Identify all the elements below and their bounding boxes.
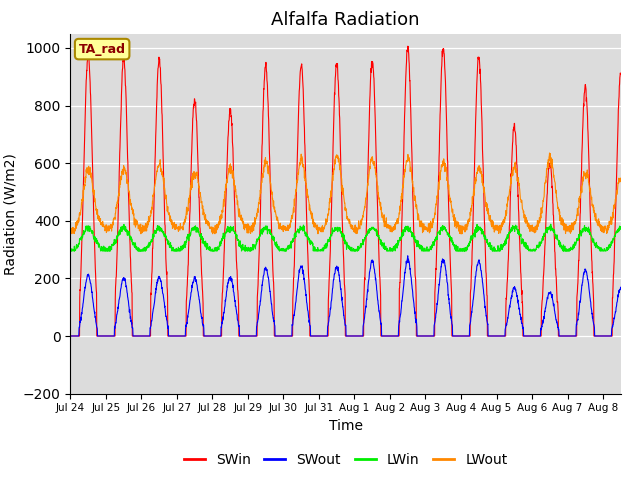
LWin: [67, 248, 74, 254]
SWin: [428, 333, 436, 339]
SWout: [598, 333, 605, 339]
SWin: [404, 43, 412, 49]
SWout: [67, 333, 74, 339]
Line: SWout: SWout: [70, 256, 621, 336]
Text: TA_rad: TA_rad: [79, 43, 125, 56]
LWin: [428, 242, 435, 248]
SWout: [412, 312, 419, 317]
LWin: [617, 224, 625, 229]
SWin: [349, 333, 356, 339]
LWin: [547, 221, 555, 227]
LWout: [598, 229, 605, 235]
LWout: [428, 220, 436, 226]
X-axis label: Time: Time: [328, 419, 363, 433]
Line: LWin: LWin: [70, 224, 621, 251]
LWout: [546, 150, 554, 156]
LWout: [412, 195, 419, 201]
LWin: [532, 247, 540, 252]
Legend: SWin, SWout, LWin, LWout: SWin, SWout, LWin, LWout: [178, 447, 513, 472]
SWin: [617, 71, 625, 77]
LWout: [68, 231, 76, 237]
Line: LWout: LWout: [70, 153, 621, 234]
SWout: [99, 333, 106, 339]
LWin: [99, 245, 106, 251]
SWin: [99, 333, 106, 339]
SWout: [349, 333, 356, 339]
SWin: [67, 333, 74, 339]
Y-axis label: Radiation (W/m2): Radiation (W/m2): [3, 153, 17, 275]
LWin: [411, 237, 419, 242]
Title: Alfalfa Radiation: Alfalfa Radiation: [271, 11, 420, 29]
SWin: [598, 333, 605, 339]
Line: SWin: SWin: [70, 46, 621, 336]
LWout: [532, 224, 540, 229]
SWout: [428, 333, 436, 339]
LWout: [67, 228, 74, 234]
SWin: [412, 273, 419, 278]
LWout: [99, 222, 107, 228]
SWin: [532, 333, 540, 339]
SWout: [532, 333, 540, 339]
LWin: [349, 247, 356, 253]
SWout: [404, 253, 412, 259]
SWout: [617, 285, 625, 290]
LWin: [598, 247, 605, 252]
LWout: [617, 179, 625, 184]
LWout: [349, 224, 356, 229]
